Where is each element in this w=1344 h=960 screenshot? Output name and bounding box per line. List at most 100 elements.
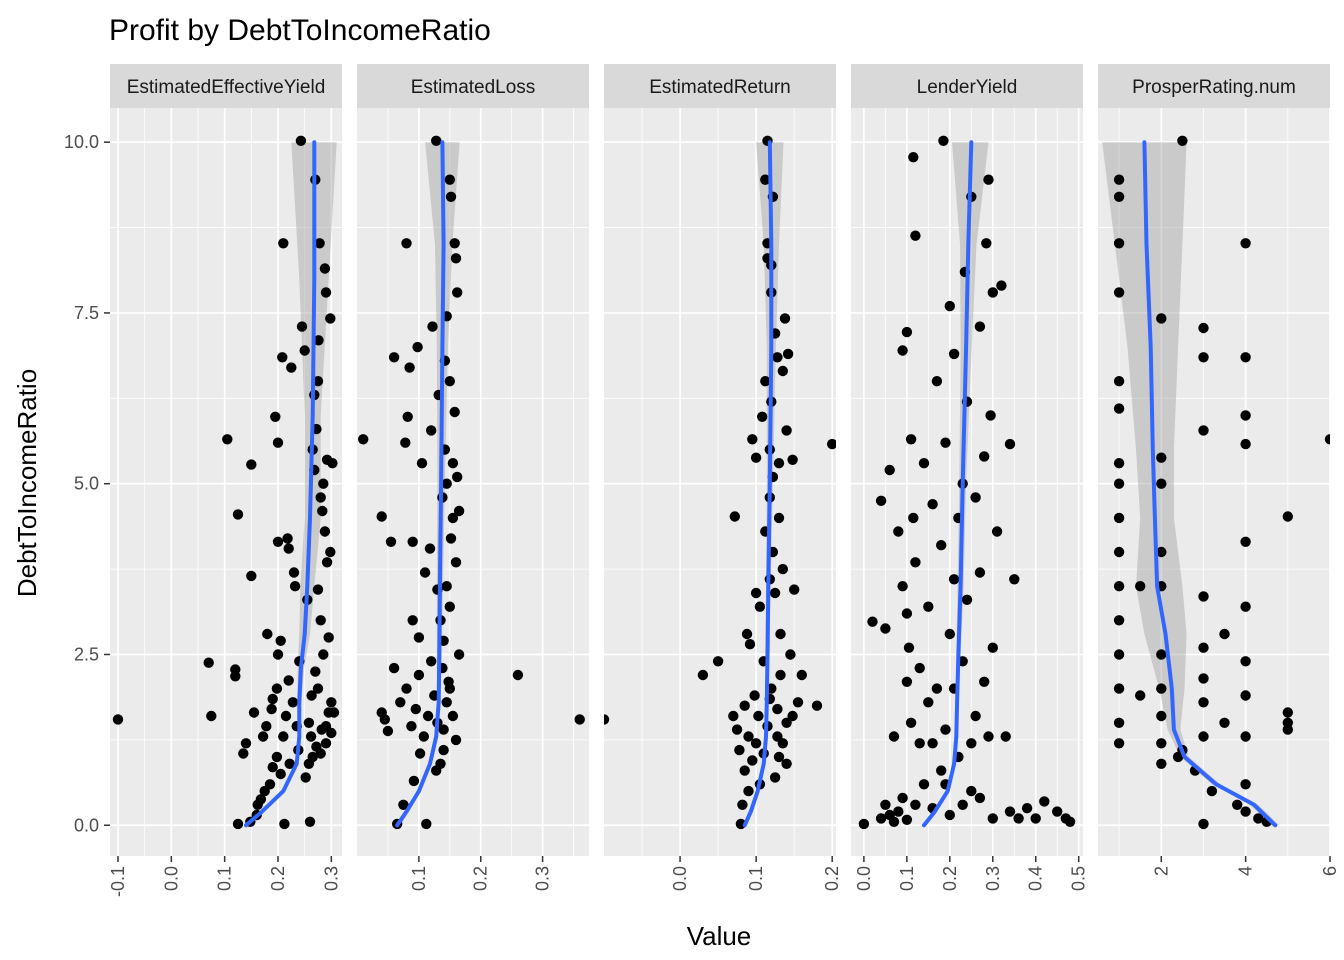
data-point	[974, 321, 986, 332]
chart-title: Profit by DebtToIncomeRatio	[109, 14, 491, 47]
data-point	[903, 642, 915, 653]
data-point	[867, 616, 878, 627]
data-point	[897, 345, 908, 356]
data-point	[750, 452, 762, 463]
x-tick-label: 4	[1236, 866, 1256, 876]
data-point	[1240, 731, 1251, 742]
data-point	[931, 683, 943, 694]
data-point	[431, 135, 442, 146]
data-point	[787, 710, 798, 722]
data-point	[789, 584, 800, 595]
data-point	[407, 615, 418, 626]
data-point	[1240, 806, 1251, 817]
data-point	[1240, 410, 1251, 421]
data-point	[1113, 581, 1125, 592]
data-point	[1113, 512, 1125, 524]
data-point	[272, 649, 284, 660]
y-tick-label: 2.5	[74, 644, 99, 664]
x-tick-label: 0.2	[268, 866, 288, 891]
data-point	[739, 765, 750, 776]
data-point	[775, 628, 786, 640]
data-point	[948, 574, 960, 585]
data-point	[296, 321, 308, 332]
data-point	[402, 411, 413, 422]
data-point	[422, 710, 434, 722]
facet-strip-label: EstimatedLoss	[411, 77, 536, 98]
data-point	[321, 557, 333, 568]
data-point	[382, 725, 394, 737]
data-point	[1030, 813, 1041, 824]
data-point	[278, 238, 289, 249]
data-point	[261, 721, 272, 732]
confidence-band	[1102, 142, 1280, 826]
data-point	[418, 731, 429, 742]
data-point	[388, 352, 400, 363]
x-tick-label: 0.1	[746, 866, 766, 891]
x-tick-label: 0.3	[533, 866, 553, 891]
data-point	[796, 669, 807, 681]
data-point	[318, 478, 329, 489]
data-point	[312, 683, 324, 694]
data-point	[288, 567, 300, 578]
data-point	[781, 425, 792, 436]
x-tick-label: 0.2	[940, 866, 960, 891]
data-point	[1113, 403, 1125, 414]
facet-strip-label: ProsperRating.num	[1132, 77, 1296, 98]
data-point	[750, 738, 762, 749]
panel-background	[604, 108, 836, 856]
data-point	[295, 135, 307, 146]
data-point	[320, 738, 332, 749]
data-point	[283, 675, 294, 686]
facet-panel-EstimatedLoss: 0.1 0.2 0.3 EstimatedLoss	[357, 64, 589, 891]
smooth-line	[742, 140, 774, 828]
data-point	[255, 794, 267, 805]
data-point	[1113, 478, 1125, 489]
data-point	[404, 362, 415, 373]
data-point	[305, 731, 317, 742]
data-point	[908, 512, 919, 524]
data-point	[453, 505, 465, 517]
data-point	[728, 710, 739, 722]
data-point	[741, 628, 753, 640]
data-point	[827, 438, 836, 450]
y-axis: 0.0 2.5 5.0 7.5 10.0	[64, 132, 110, 835]
data-point	[970, 710, 981, 722]
data-point	[449, 406, 460, 418]
data-point	[983, 174, 994, 185]
data-point	[749, 690, 760, 701]
data-point	[987, 642, 998, 653]
data-point	[447, 512, 459, 524]
y-tick-label: 7.5	[74, 303, 99, 323]
data-point	[743, 731, 754, 742]
y-tick-label: 5.0	[74, 474, 99, 494]
data-point	[1113, 174, 1125, 185]
data-point	[875, 495, 887, 506]
data-point	[1198, 322, 1209, 334]
data-point	[444, 376, 455, 387]
data-point	[264, 779, 276, 790]
data-point	[421, 818, 432, 830]
data-point	[996, 280, 1007, 291]
data-point	[1253, 813, 1264, 824]
data-point	[983, 731, 994, 742]
data-point	[966, 785, 977, 797]
data-point	[1198, 731, 1209, 742]
x-tick-label: 0.0	[161, 866, 181, 891]
data-point	[410, 703, 421, 715]
data-point	[1240, 438, 1251, 450]
data-point	[712, 656, 724, 667]
data-point	[760, 174, 771, 185]
data-point	[232, 818, 244, 830]
data-point	[893, 806, 904, 817]
data-point	[944, 300, 955, 312]
data-point	[905, 434, 917, 445]
data-point	[444, 683, 455, 694]
data-point	[760, 376, 771, 387]
data-point	[908, 152, 919, 163]
data-point	[1172, 751, 1184, 763]
data-point	[1198, 591, 1209, 602]
data-point	[401, 238, 412, 249]
data-point	[948, 348, 960, 360]
data-point	[376, 511, 387, 522]
data-point	[246, 459, 257, 470]
